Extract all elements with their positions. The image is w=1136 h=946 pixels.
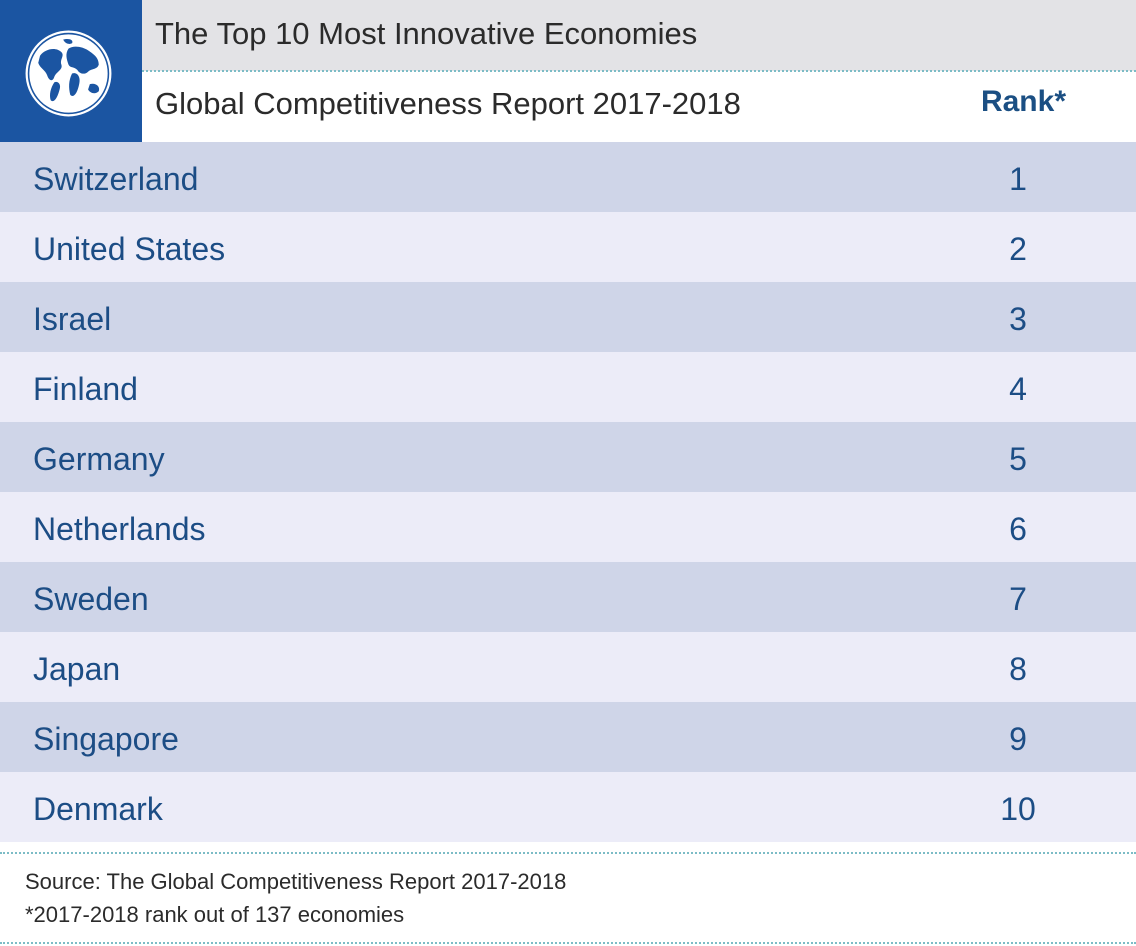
title-bar: The Top 10 Most Innovative Economies [142,0,1136,72]
rank-value: 2 [1009,231,1027,267]
rank-value: 8 [1009,651,1027,687]
globe-icon [25,30,112,117]
table-row: Finland 4 [0,352,1136,422]
rank-value: 6 [1009,511,1027,547]
source-note: Source: The Global Competitiveness Repor… [25,869,567,894]
country-name: Germany [33,441,165,477]
country-name: Denmark [33,791,163,827]
rank-value: 1 [1009,161,1027,197]
country-name: Sweden [33,581,149,617]
table-row: Singapore 9 [0,702,1136,772]
rank-value: 7 [1009,581,1027,617]
rank-value: 4 [1009,371,1027,407]
logo-box [0,0,142,142]
divider [0,852,1136,854]
rank-value: 10 [1000,791,1036,827]
rank-value: 5 [1009,441,1027,477]
footer: Source: The Global Competitiveness Repor… [0,852,1136,946]
rank-value: 9 [1009,721,1027,757]
subtitle-bar: Global Competitiveness Report 2017-2018 … [142,72,1136,142]
table-row: Israel 3 [0,282,1136,352]
table-row: Denmark 10 [0,772,1136,842]
country-name: Singapore [33,721,179,757]
divider [0,942,1136,944]
country-name: Japan [33,651,121,687]
page-title: The Top 10 Most Innovative Economies [155,16,698,51]
country-name: Netherlands [33,511,206,547]
country-name: Switzerland [33,161,199,197]
divider [142,70,1136,72]
country-name: United States [33,231,226,267]
ranking-table: Switzerland 1 United States 2 Israel 3 F… [0,142,1136,842]
table-row: Germany 5 [0,422,1136,492]
table-row: Japan 8 [0,632,1136,702]
footnote: *2017-2018 rank out of 137 economies [25,902,405,927]
table-row: Sweden 7 [0,562,1136,632]
country-name: Israel [33,301,112,337]
table-row: Netherlands 6 [0,492,1136,562]
rank-value: 3 [1009,301,1027,337]
table-row: Switzerland 1 [0,142,1136,212]
rank-column-header: Rank* [980,85,1066,118]
table-row: United States 2 [0,212,1136,282]
page-subtitle: Global Competitiveness Report 2017-2018 [155,86,741,121]
country-name: Finland [33,371,138,407]
